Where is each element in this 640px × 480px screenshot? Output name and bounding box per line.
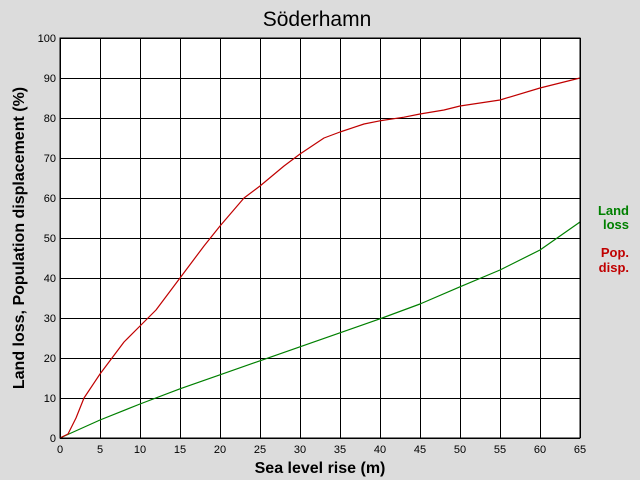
legend-land-loss-line1: Land: [598, 203, 629, 218]
x-tick-label: 40: [374, 444, 386, 456]
x-tick-label: 15: [174, 444, 186, 456]
series-line-land-loss: [59, 221, 581, 439]
y-tick-label: 10: [44, 393, 56, 405]
y-tick-label: 70: [44, 153, 56, 165]
x-tick-label: 55: [494, 444, 506, 456]
x-tick-label: 10: [134, 444, 146, 456]
legend: Land loss Pop. disp.: [598, 203, 629, 275]
chart-title: Söderhamn: [263, 8, 372, 31]
x-tick-label: 50: [454, 444, 466, 456]
y-tick-label: 20: [44, 353, 56, 365]
y-tick-label: 30: [44, 313, 56, 325]
x-tick-label: 20: [214, 444, 226, 456]
x-tick-label: 25: [254, 444, 266, 456]
legend-pop-disp-line1: Pop.: [601, 245, 629, 260]
x-tick-label: 0: [57, 444, 63, 456]
y-tick-label: 60: [44, 193, 56, 205]
x-tick-label: 35: [334, 444, 346, 456]
y-tick-label: 100: [38, 33, 56, 45]
x-axis-label: Sea level rise (m): [255, 460, 386, 477]
x-tick-label: 45: [414, 444, 426, 456]
y-tick-label: 0: [50, 433, 56, 445]
y-tick-label: 80: [44, 113, 56, 125]
series-lines: [59, 77, 581, 439]
series-line-pop-disp: [59, 77, 581, 439]
legend-pop-disp-line2: disp.: [599, 260, 629, 275]
legend-land-loss-line2: loss: [603, 217, 629, 232]
x-tick-label: 30: [294, 444, 306, 456]
y-tick-label: 40: [44, 273, 56, 285]
x-tick-label: 65: [574, 444, 586, 456]
x-tick-label: 60: [534, 444, 546, 456]
y-tick-label: 90: [44, 73, 56, 85]
y-tick-label: 50: [44, 233, 56, 245]
tick-labels: 0 5 10 15 20 25 30 35 40 45 50 55 60 65 0 10 20 30 40 50 60 7…: [38, 33, 586, 456]
x-tick-label: 5: [97, 444, 103, 456]
y-axis-label: Land loss, Population displacement (%): [11, 87, 28, 389]
plot-frame: [59, 37, 581, 439]
